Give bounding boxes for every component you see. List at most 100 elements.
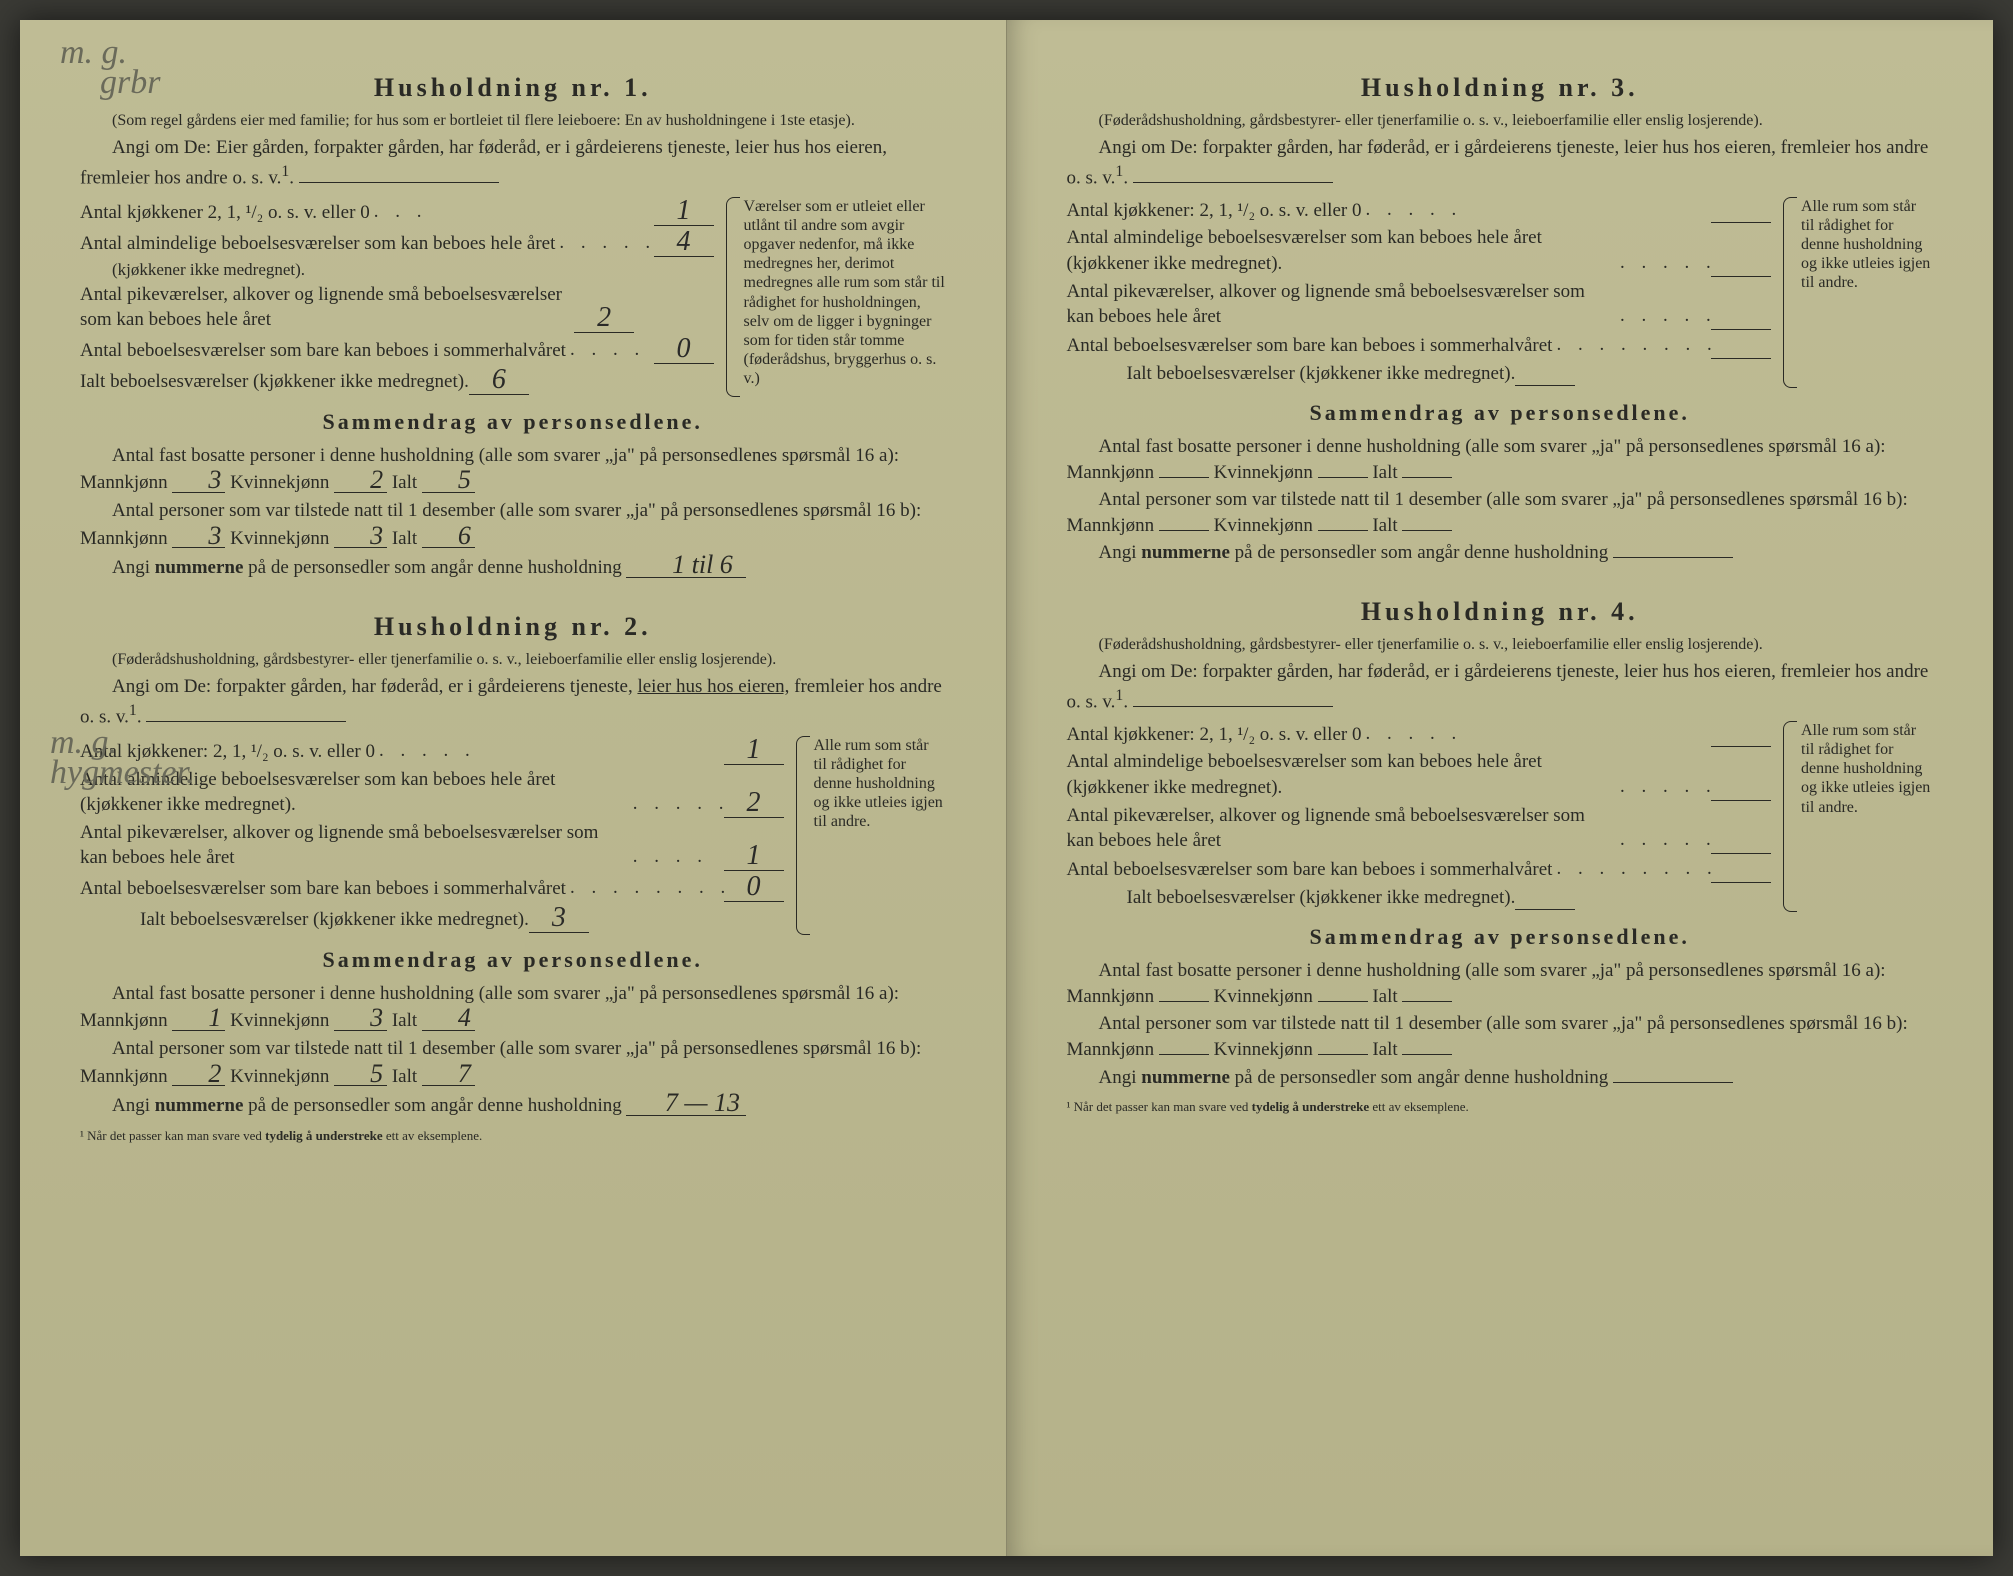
kvinne-label: Kvinnekjønn <box>1214 1039 1313 1060</box>
mann-label: Mannkjønn <box>1067 986 1155 1007</box>
intro-fill[interactable] <box>1133 182 1333 183</box>
nummer-value[interactable] <box>1613 557 1733 558</box>
household-1-title: Husholdning nr. 1. <box>80 70 946 105</box>
nummer-bold: nummerne <box>155 557 244 578</box>
mann-label: Mannkjønn <box>80 1066 168 1087</box>
line-value[interactable]: 4 <box>654 228 714 257</box>
line-sublabel: (kjøkkener ikke medregnet). <box>80 259 714 282</box>
line-item: Ialt beboelsesværelser (kjøkkener ikke m… <box>1067 361 1772 387</box>
ialt-label: Ialt <box>1372 986 1397 1007</box>
fast-mann[interactable]: 1 <box>172 1006 225 1030</box>
fast-ialt[interactable] <box>1402 1001 1452 1002</box>
line-item: Ialt beboelsesværelser (kjøkkener ikke m… <box>80 904 784 933</box>
ialt-label: Ialt <box>1372 515 1397 536</box>
nummer-suffix: på de personsedler som angår denne husho… <box>243 1095 621 1116</box>
line-value[interactable] <box>1711 800 1771 801</box>
sidenote-text: Alle rum som står til rådighet for denne… <box>814 737 943 831</box>
line-value[interactable]: 1 <box>724 736 784 765</box>
line-value[interactable]: 2 <box>724 789 784 818</box>
intro-prefix: Angi om De: <box>112 676 216 697</box>
intro-sup: 1 <box>129 702 137 719</box>
fast-kvinne[interactable] <box>1318 1001 1368 1002</box>
line-value[interactable] <box>1711 358 1771 359</box>
household-1-subtitle: (Som regel gårdens eier med familie; for… <box>80 111 946 131</box>
line-item: Antal beboelsesværelser som bare kan beb… <box>1067 332 1772 359</box>
line-label: Antal beboelsesværelser som bare kan beb… <box>1067 857 1553 883</box>
line-value[interactable] <box>1711 882 1771 883</box>
til-mann[interactable] <box>1159 530 1209 531</box>
fast-ialt[interactable] <box>1402 477 1452 478</box>
line-value[interactable]: 6 <box>469 366 529 395</box>
line-item: Ialt beboelsesværelser (kjøkkener ikke m… <box>1067 885 1772 911</box>
line-item: Antal beboelsesværelser som bare kan beb… <box>80 873 784 902</box>
til-ialt[interactable] <box>1402 1054 1452 1055</box>
summary-title: Sammendrag av personsedlene. <box>1067 922 1934 952</box>
brace-icon <box>796 736 810 936</box>
line-value[interactable] <box>1515 385 1575 386</box>
fast-intro: Antal fast bosatte personer i denne hush… <box>112 445 899 466</box>
til-kvinne[interactable]: 5 <box>334 1062 387 1086</box>
line-value[interactable]: 1 <box>654 197 714 226</box>
household-4-lines: Antal kjøkkener: 2, 1, ¹/₂ o. s. v. elle… <box>1067 721 1772 912</box>
intro-fill[interactable] <box>299 182 499 183</box>
household-4: Husholdning nr. 4. (Føderådshusholdning,… <box>1067 594 1934 1116</box>
fast-kvinne[interactable] <box>1318 477 1368 478</box>
summary-nummer: Angi nummerne på de personsedler som ang… <box>80 1091 946 1119</box>
intro-fill[interactable] <box>146 721 346 722</box>
line-value[interactable]: 2 <box>574 304 634 333</box>
fast-ialt[interactable]: 4 <box>422 1006 475 1030</box>
brace-icon <box>1783 721 1797 912</box>
line-value[interactable] <box>1515 909 1575 910</box>
dots: . . . . . . . . . . . . . <box>1552 332 1711 359</box>
line-value[interactable]: 1 <box>724 842 784 871</box>
til-ialt[interactable] <box>1402 530 1452 531</box>
line-value[interactable]: 0 <box>654 335 714 364</box>
line-label: Ialt beboelsesværelser (kjøkkener ikke m… <box>80 369 469 395</box>
nummer-prefix: Angi <box>1099 1067 1142 1088</box>
dots: . . . . . . . . . . . . <box>566 875 724 902</box>
mann-label: Mannkjønn <box>1067 462 1155 483</box>
nummer-value[interactable]: 1 til 6 <box>626 553 746 577</box>
fast-kvinne[interactable]: 3 <box>334 1006 387 1030</box>
line-value[interactable]: 3 <box>529 904 589 933</box>
nummer-value[interactable]: 7 — 13 <box>626 1091 746 1115</box>
til-mann[interactable] <box>1159 1054 1209 1055</box>
fast-mann[interactable] <box>1159 1001 1209 1002</box>
fast-kvinne[interactable]: 2 <box>334 468 387 492</box>
dots: . . . . . <box>1361 721 1711 748</box>
line-label: Antal beboelsesværelser som bare kan beb… <box>1067 333 1553 359</box>
household-1-sidenote: Værelser som er utleiet eller utlånt til… <box>726 197 946 397</box>
summary-nummer: Angi nummerne på de personsedler som ang… <box>1067 540 1934 566</box>
nummer-bold: nummerne <box>1141 1067 1230 1088</box>
intro-sup: 1 <box>1115 687 1123 704</box>
til-kvinne[interactable] <box>1318 530 1368 531</box>
line-value[interactable] <box>1711 222 1771 223</box>
til-ialt[interactable]: 6 <box>422 524 475 548</box>
line-value[interactable] <box>1711 853 1771 854</box>
household-3-body: Antal kjøkkener: 2, 1, ¹/₂ o. s. v. elle… <box>1067 197 1934 388</box>
til-mann[interactable]: 2 <box>172 1062 225 1086</box>
household-2-body: Antal kjøkkener: 2, 1, ¹/₂ o. s. v. elle… <box>80 736 946 936</box>
til-mann[interactable]: 3 <box>172 524 225 548</box>
fast-mann[interactable] <box>1159 477 1209 478</box>
household-2: Husholdning nr. 2. (Føderådshusholdning,… <box>80 609 946 1145</box>
line-value[interactable] <box>1711 746 1771 747</box>
summary-nummer: Angi nummerne på de personsedler som ang… <box>80 553 946 581</box>
line-label: Antal beboelsesværelser som bare kan beb… <box>80 338 566 364</box>
line-value[interactable] <box>1711 276 1771 277</box>
kvinne-label: Kvinnekjønn <box>1214 515 1313 536</box>
line-label: Antal pikeværelser, alkover og lignende … <box>80 282 574 333</box>
til-ialt[interactable]: 7 <box>422 1062 475 1086</box>
dots: . . . . . <box>1616 303 1711 330</box>
line-value[interactable] <box>1711 329 1771 330</box>
fast-ialt[interactable]: 5 <box>422 468 475 492</box>
til-kvinne[interactable] <box>1318 1054 1368 1055</box>
summary-fast: Antal fast bosatte personer i denne hush… <box>1067 434 1934 485</box>
ialt-label: Ialt <box>392 472 417 493</box>
nummer-value[interactable] <box>1613 1082 1733 1083</box>
line-value[interactable]: 0 <box>724 873 784 902</box>
fast-mann[interactable]: 3 <box>172 468 225 492</box>
intro-fill[interactable] <box>1133 706 1333 707</box>
til-kvinne[interactable]: 3 <box>334 524 387 548</box>
line-item: Ialt beboelsesværelser (kjøkkener ikke m… <box>80 366 714 395</box>
